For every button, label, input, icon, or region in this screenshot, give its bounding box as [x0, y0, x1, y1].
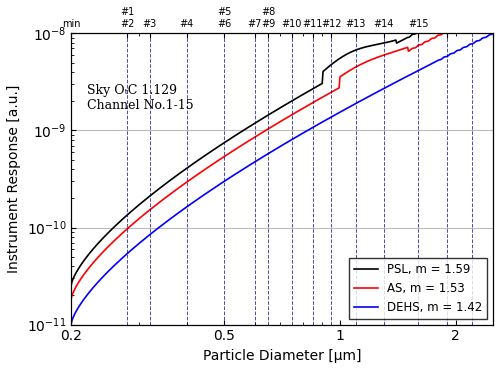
- Text: Sky OₜC 1.129
Channel No.1-15: Sky OₜC 1.129 Channel No.1-15: [87, 84, 194, 112]
- PSL, m = 1.59: [480, 0, 486, 1]
- AS, m = 1.53: [414, 44, 420, 49]
- X-axis label: Particle Diameter [μm]: Particle Diameter [μm]: [203, 349, 362, 363]
- AS, m = 1.53: [480, 11, 486, 15]
- PSL, m = 1.59: [68, 284, 74, 288]
- PSL, m = 1.59: [319, 81, 325, 86]
- AS, m = 1.53: [68, 297, 74, 302]
- Legend: PSL, m = 1.59, AS, m = 1.53, DEHS, m = 1.42: PSL, m = 1.59, AS, m = 1.53, DEHS, m = 1…: [350, 259, 487, 319]
- DEHS, m = 1.42: [319, 120, 325, 124]
- DEHS, m = 1.42: [296, 133, 302, 137]
- Line: DEHS, m = 1.42: DEHS, m = 1.42: [71, 34, 493, 324]
- AS, m = 1.53: [490, 7, 496, 11]
- PSL, m = 1.59: [296, 94, 302, 99]
- DEHS, m = 1.42: [271, 148, 277, 152]
- Line: AS, m = 1.53: AS, m = 1.53: [71, 9, 493, 300]
- PSL, m = 1.59: [268, 111, 274, 115]
- Line: PSL, m = 1.59: PSL, m = 1.59: [71, 0, 493, 286]
- DEHS, m = 1.42: [68, 322, 74, 327]
- PSL, m = 1.59: [414, 31, 420, 35]
- Y-axis label: Instrument Response [a.u.]: Instrument Response [a.u.]: [7, 85, 21, 273]
- PSL, m = 1.59: [271, 109, 277, 114]
- AS, m = 1.53: [268, 125, 274, 129]
- AS, m = 1.53: [296, 108, 302, 112]
- DEHS, m = 1.42: [490, 31, 496, 36]
- AS, m = 1.53: [271, 123, 277, 128]
- DEHS, m = 1.42: [480, 36, 486, 40]
- AS, m = 1.53: [319, 95, 325, 100]
- DEHS, m = 1.42: [268, 149, 274, 154]
- DEHS, m = 1.42: [414, 69, 420, 74]
